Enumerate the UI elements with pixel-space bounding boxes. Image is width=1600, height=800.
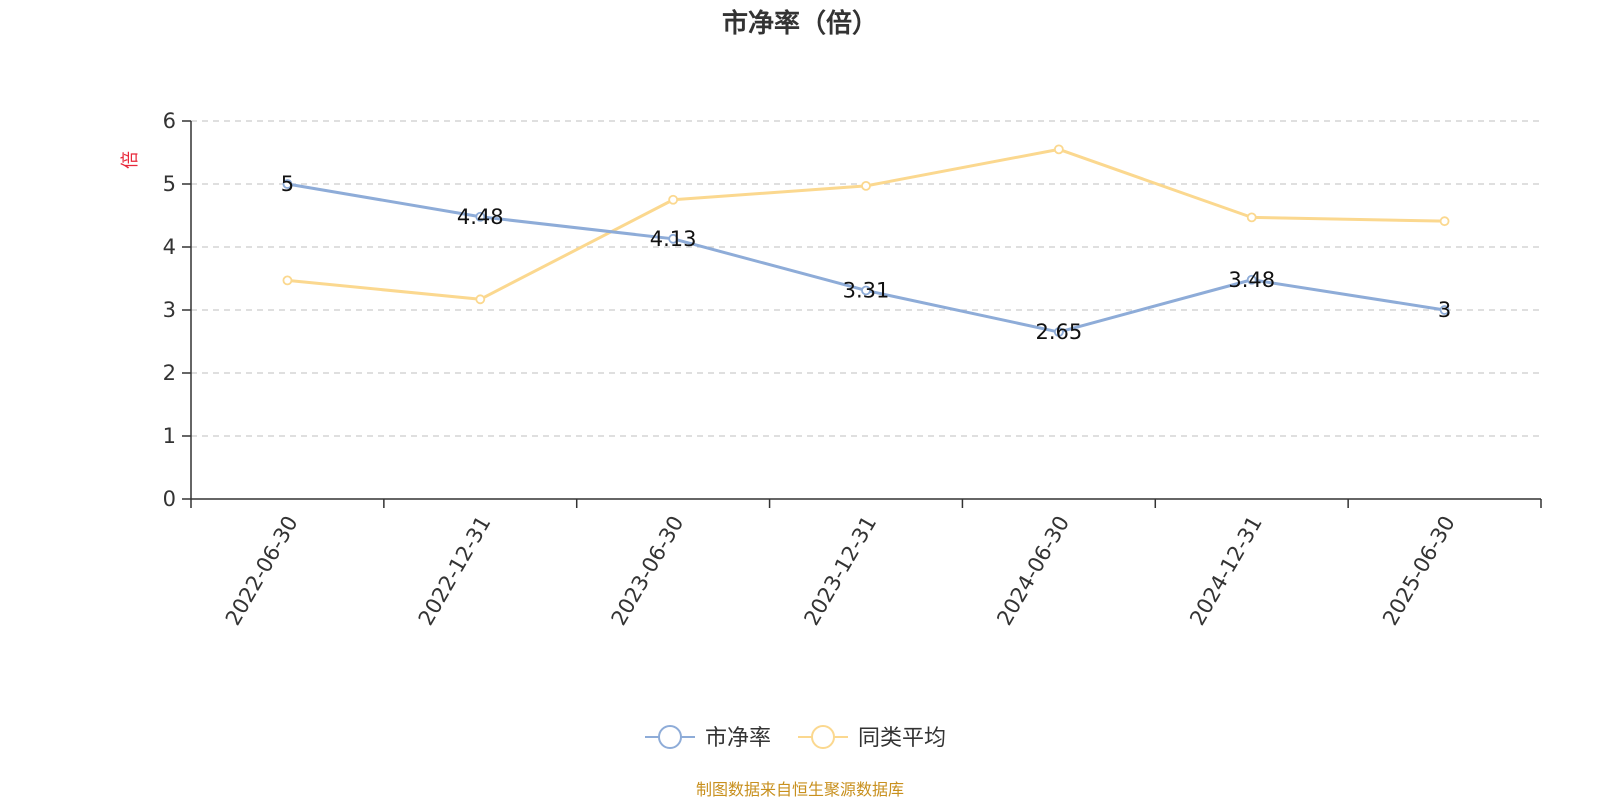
- data-point: [1053, 144, 1064, 155]
- y-tick-label: 6: [163, 109, 176, 133]
- data-point: [475, 211, 486, 222]
- legend-item[interactable]: 同类平均: [798, 725, 946, 751]
- x-tick-label: 2024-06-30: [992, 512, 1074, 630]
- data-point: [475, 294, 486, 305]
- legend-label: 市净率: [705, 726, 771, 751]
- y-tick-label: 4: [163, 235, 176, 259]
- data-label: 5: [281, 172, 294, 196]
- legend-marker: [811, 725, 835, 749]
- chart-title: 市净率（倍）: [722, 8, 878, 39]
- data-point: [861, 180, 871, 191]
- y-axis-label: 倍: [120, 151, 141, 169]
- data-point: [1246, 274, 1257, 285]
- y-tick-label: 0: [163, 487, 176, 511]
- x-tick-label: 2025-06-30: [1378, 512, 1460, 630]
- legend-marker: [658, 725, 682, 749]
- data-point: [861, 285, 871, 296]
- data-point: [282, 275, 293, 286]
- source-note: 制图数据来自恒生聚源数据库: [696, 780, 904, 799]
- legend-item[interactable]: 市净率: [645, 725, 771, 751]
- y-tick-label: 1: [163, 424, 176, 448]
- data-label: 3: [1438, 298, 1451, 322]
- legend-label: 同类平均: [858, 726, 946, 751]
- data-point: [668, 233, 679, 244]
- data-label: 2.65: [1035, 320, 1082, 344]
- x-tick-label: 2022-12-31: [414, 512, 496, 630]
- x-tick-label: 2023-12-31: [799, 512, 881, 630]
- data-point: [1439, 216, 1450, 227]
- x-ticks: 2022-06-30 2022-12-31 2023-06-30 2023-12-31…: [190, 499, 1542, 630]
- data-label: 4.48: [457, 205, 504, 229]
- data-point: [1246, 212, 1257, 223]
- x-tick-label: 2023-06-30: [607, 512, 689, 630]
- data-point: [668, 194, 679, 205]
- data-point: [1439, 305, 1450, 315]
- legend[interactable]: 市净率 同类平均: [645, 725, 946, 751]
- y-tick-label: 2: [163, 361, 176, 385]
- data-label: 3.31: [843, 278, 890, 302]
- x-tick-label: 2022-06-30: [221, 512, 303, 630]
- y-tick-label: 5: [163, 172, 176, 196]
- data-label: 4.13: [650, 227, 697, 251]
- data-labels: 5 4.48 4.13 3.31 2.65 3.48 3: [281, 172, 1452, 344]
- y-tick-label: 3: [163, 298, 176, 322]
- data-label: 3.48: [1228, 268, 1275, 292]
- data-point: [1053, 327, 1064, 337]
- series-group: [282, 144, 1450, 337]
- y-ticks: 0 1 2 3 4 5 6: [163, 109, 191, 511]
- data-point: [282, 179, 293, 189]
- x-tick-label: 2024-12-31: [1185, 512, 1267, 630]
